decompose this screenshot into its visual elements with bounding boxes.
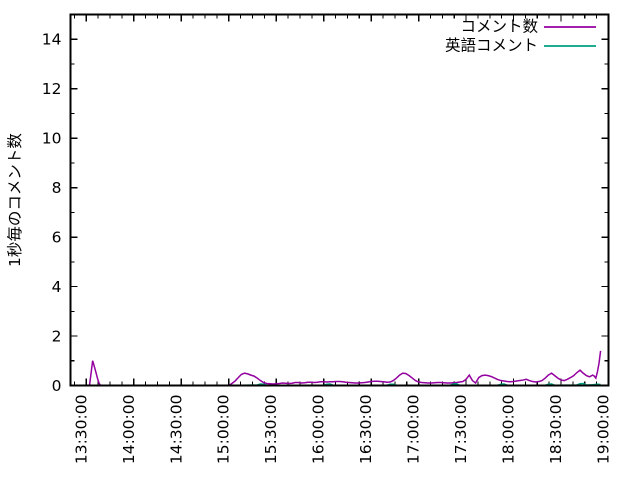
x-tick-label: 15:00:00 bbox=[215, 395, 233, 465]
x-tick-label: 14:00:00 bbox=[120, 395, 138, 465]
y-tick-label: 0 bbox=[52, 377, 62, 395]
y-tick-labels: 0 2 4 6 8 10 12 14 bbox=[42, 31, 62, 395]
y-tick-label: 8 bbox=[52, 179, 62, 197]
legend-label-1: コメント数 bbox=[460, 18, 538, 36]
legend-label-2: 英語コメント bbox=[445, 37, 538, 55]
x-tick-label: 15:30:00 bbox=[262, 395, 280, 465]
y-tick-label: 4 bbox=[52, 278, 62, 296]
y-tick-label: 12 bbox=[42, 80, 62, 98]
x-tick-label: 18:00:00 bbox=[500, 395, 518, 465]
y-tick-label: 14 bbox=[42, 31, 62, 49]
plot-border bbox=[69, 13, 610, 387]
series-line-1 bbox=[70, 350, 602, 387]
axis-ticks bbox=[70, 14, 610, 387]
x-tick-label: 17:30:00 bbox=[452, 395, 470, 465]
x-tick-labels: 13:30:00 14:00:00 14:30:00 15:00:00 15:30:00… bbox=[72, 395, 612, 465]
x-tick-label: 13:30:00 bbox=[72, 395, 90, 465]
y-tick-label: 6 bbox=[52, 229, 62, 247]
y-tick-label: 10 bbox=[42, 130, 62, 148]
y-axis-title: 1秒毎のコメント数 bbox=[6, 133, 24, 267]
x-tick-label: 19:00:00 bbox=[595, 395, 613, 465]
x-tick-label: 14:30:00 bbox=[167, 395, 185, 465]
y-tick-label: 2 bbox=[52, 328, 62, 346]
x-tick-label: 16:00:00 bbox=[310, 395, 328, 465]
series-layer bbox=[70, 350, 602, 387]
x-tick-label: 16:30:00 bbox=[357, 395, 375, 465]
x-tick-label: 18:30:00 bbox=[547, 395, 565, 465]
x-tick-label: 17:00:00 bbox=[405, 395, 423, 465]
